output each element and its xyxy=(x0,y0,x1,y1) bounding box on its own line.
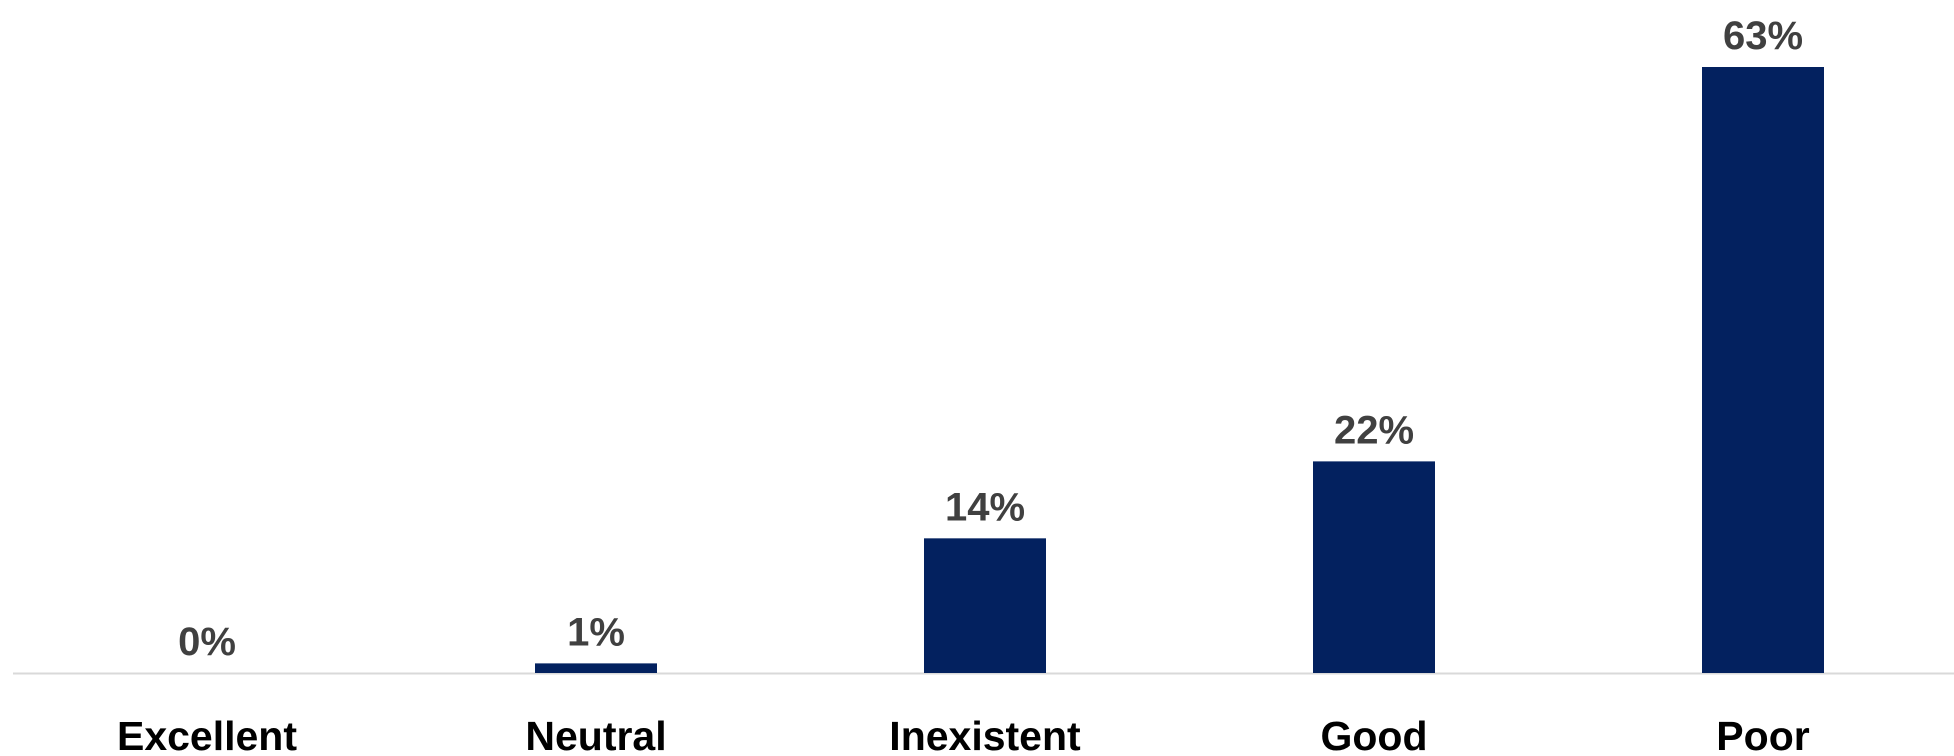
data-labels-group: 0% 1% 14% 22% 63% xyxy=(178,14,1803,664)
category-label-good: Good xyxy=(1320,713,1427,756)
category-label-poor: Poor xyxy=(1716,713,1809,756)
category-label-neutral: Neutral xyxy=(525,713,666,756)
bar-neutral xyxy=(535,663,657,673)
bar-poor xyxy=(1702,67,1824,673)
data-label-good: 22% xyxy=(1334,408,1414,452)
data-label-poor: 63% xyxy=(1723,14,1803,58)
data-label-excellent: 0% xyxy=(178,620,236,664)
data-label-inexistent: 14% xyxy=(945,485,1025,529)
data-label-neutral: 1% xyxy=(567,610,625,654)
bars-group xyxy=(535,67,1824,673)
category-label-inexistent: Inexistent xyxy=(889,713,1081,756)
bar-inexistent xyxy=(924,538,1046,673)
bar-good xyxy=(1313,461,1435,673)
category-label-excellent: Excellent xyxy=(117,713,297,756)
category-labels-group: Excellent Neutral Inexistent Good Poor xyxy=(117,713,1810,756)
